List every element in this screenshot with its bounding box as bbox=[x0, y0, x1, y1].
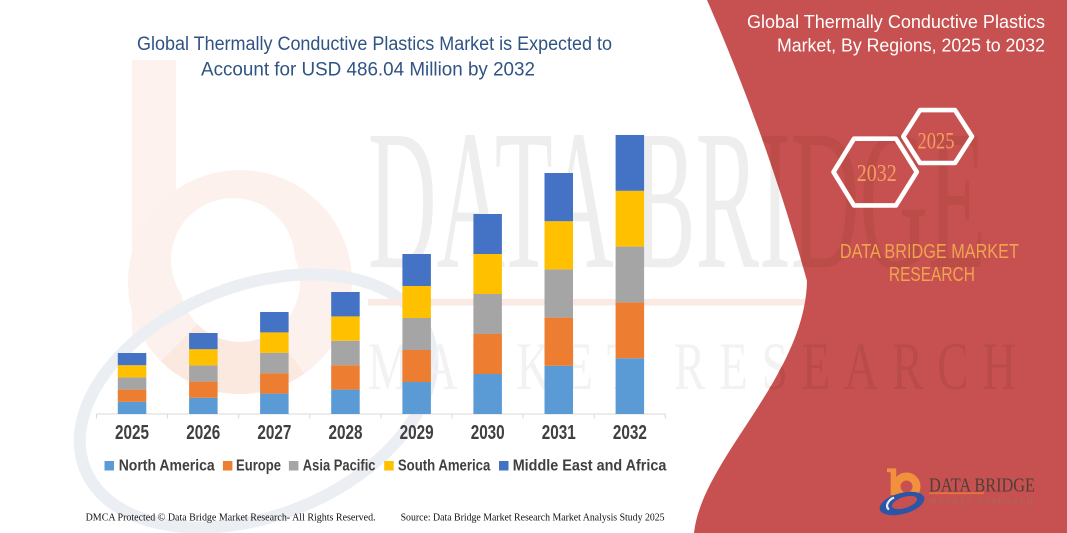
svg-text:Global Thermally Conductive Pl: Global Thermally Conductive Plastics Mar… bbox=[137, 34, 612, 55]
svg-text:2030: 2030 bbox=[471, 422, 505, 444]
svg-text:Middle East and Africa: Middle East and Africa bbox=[513, 457, 667, 474]
svg-text:MARKET RESEARCH: MARKET RESEARCH bbox=[929, 497, 1035, 506]
svg-text:2025: 2025 bbox=[115, 422, 149, 444]
svg-text:DATA BRIDGE MARKET: DATA BRIDGE MARKET bbox=[840, 241, 1019, 263]
svg-text:2027: 2027 bbox=[257, 422, 291, 444]
svg-text:2028: 2028 bbox=[329, 422, 363, 444]
svg-text:Global Thermally Conductive Pl: Global Thermally Conductive Plastics bbox=[747, 12, 1045, 32]
svg-text:2029: 2029 bbox=[400, 422, 434, 444]
svg-text:Europe: Europe bbox=[236, 457, 281, 474]
svg-text:Account for USD 486.04 Million: Account for USD 486.04 Million by 2032 bbox=[201, 60, 535, 81]
svg-text:South America: South America bbox=[398, 457, 491, 474]
svg-text:DMCA Protected © Data Bridge M: DMCA Protected © Data Bridge Market Rese… bbox=[86, 512, 376, 524]
svg-text:RESEARCH: RESEARCH bbox=[889, 264, 975, 286]
svg-text:DATA BRIDGE: DATA BRIDGE bbox=[929, 474, 1035, 496]
svg-text:2032: 2032 bbox=[613, 422, 647, 444]
svg-text:Source: Data Bridge Market Res: Source: Data Bridge Market Research Mark… bbox=[401, 512, 665, 524]
svg-text:Asia Pacific: Asia Pacific bbox=[303, 457, 376, 474]
svg-text:2032: 2032 bbox=[857, 161, 897, 187]
svg-text:2026: 2026 bbox=[186, 422, 220, 444]
svg-text:2025: 2025 bbox=[918, 129, 955, 154]
svg-text:2031: 2031 bbox=[542, 422, 576, 444]
svg-text:North America: North America bbox=[119, 457, 215, 474]
svg-text:Market, By Regions, 2025 to 20: Market, By Regions, 2025 to 2032 bbox=[777, 36, 1045, 56]
